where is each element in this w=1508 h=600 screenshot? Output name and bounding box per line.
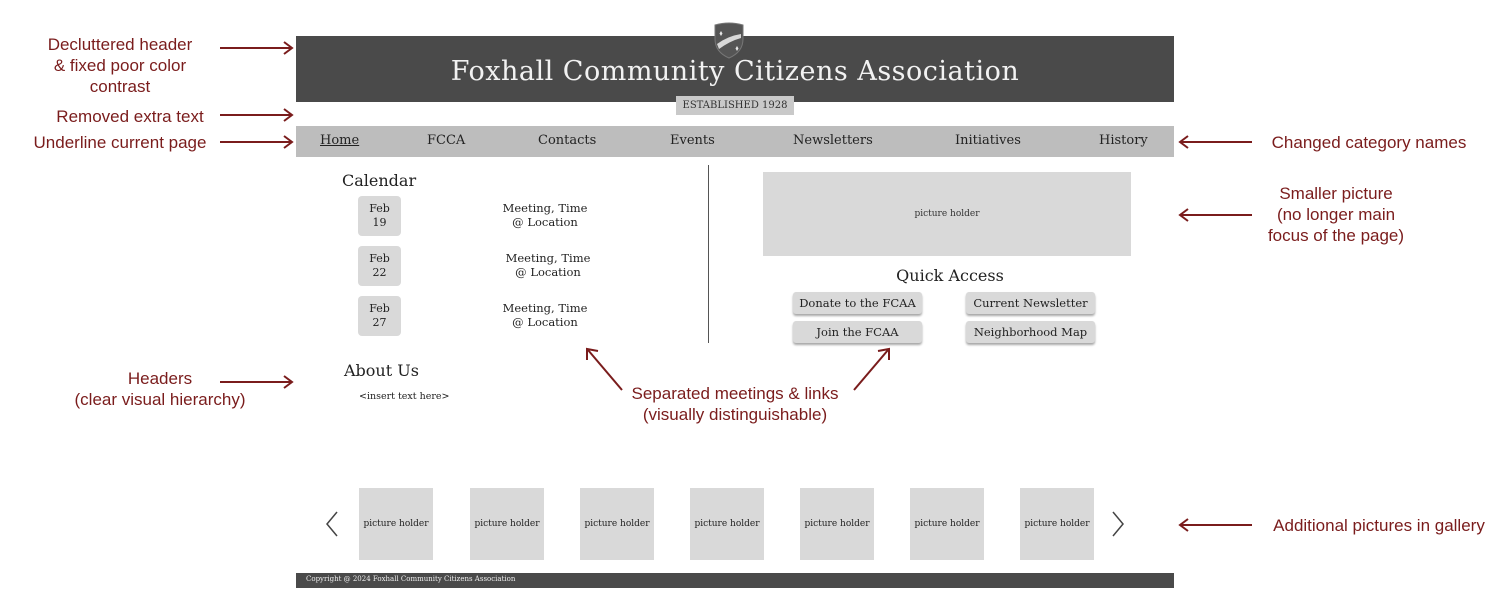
arrow-up-right-icon xyxy=(853,347,890,391)
site-footer: Copyright @ 2024 Foxhall Community Citiz… xyxy=(296,573,1174,588)
arrow-right-icon xyxy=(220,375,294,389)
annotation-smaller-line1: Smaller picture xyxy=(1279,184,1393,203)
nav-newsletters[interactable]: Newsletters xyxy=(793,133,873,148)
annotation-separated: Separated meetings & links (visually dis… xyxy=(600,383,870,425)
arrow-right-icon xyxy=(220,108,294,122)
arrow-right-icon xyxy=(220,135,294,149)
annotation-headers: Headers (clear visual hierarchy) xyxy=(60,368,260,410)
current-newsletter-button[interactable]: Current Newsletter xyxy=(966,292,1095,314)
nav-contacts[interactable]: Contacts xyxy=(538,133,597,148)
gallery-picture-placeholder[interactable]: picture holder xyxy=(800,488,874,560)
date-day: 27 xyxy=(372,316,387,329)
about-text: <insert text here> xyxy=(359,391,450,402)
column-divider xyxy=(708,165,709,343)
annotation-gallery: Additional pictures in gallery xyxy=(1273,516,1485,535)
shield-crest-icon xyxy=(714,22,744,59)
calendar-heading: Calendar xyxy=(342,171,417,190)
about-heading: About Us xyxy=(344,361,419,380)
gallery-picture-placeholder[interactable]: picture holder xyxy=(359,488,433,560)
date-badge: Feb 22 xyxy=(358,246,401,286)
annotation-smaller-line2: (no longer main xyxy=(1276,205,1396,224)
donate-button[interactable]: Donate to the FCAA xyxy=(793,292,922,314)
arrow-right-icon xyxy=(220,41,294,55)
quick-access-heading: Quick Access xyxy=(896,266,1004,285)
date-day: 22 xyxy=(372,266,387,279)
meeting-entry[interactable]: Meeting, Time @ Location xyxy=(480,301,610,329)
annotation-category: Changed category names xyxy=(1271,133,1467,152)
gallery-picture-placeholder[interactable]: picture holder xyxy=(910,488,984,560)
annotation-header-line2: & fixed poor color contrast xyxy=(53,56,187,96)
arrow-left-icon xyxy=(1178,135,1252,149)
arrow-left-icon xyxy=(1178,518,1252,532)
meeting-time: Meeting, Time xyxy=(502,301,588,315)
date-month: Feb xyxy=(369,252,390,265)
annotation-header: Decluttered header & fixed poor color co… xyxy=(30,34,210,97)
date-day: 19 xyxy=(372,216,387,229)
meeting-entry[interactable]: Meeting, Time @ Location xyxy=(480,201,610,229)
annotation-smaller-line3: focus of the page) xyxy=(1267,226,1405,245)
gallery-picture-placeholder[interactable]: picture holder xyxy=(1020,488,1094,560)
chevron-left-icon[interactable] xyxy=(324,510,340,538)
annotation-headers-line2: (clear visual hierarchy) xyxy=(74,390,246,409)
neighborhood-map-button[interactable]: Neighborhood Map xyxy=(966,321,1095,343)
meeting-entry[interactable]: Meeting, Time @ Location xyxy=(483,251,613,279)
meeting-time: Meeting, Time xyxy=(505,251,591,265)
gallery-picture-placeholder[interactable]: picture holder xyxy=(690,488,764,560)
date-badge: Feb 19 xyxy=(358,196,401,236)
annotation-separated-line1: Separated meetings & links xyxy=(631,384,839,403)
meeting-location: @ Location xyxy=(512,315,578,329)
annotation-underline: Underline current page xyxy=(33,133,207,152)
annotation-separated-line2: (visually distinguishable) xyxy=(642,405,828,424)
copyright-text: Copyright @ 2024 Foxhall Community Citiz… xyxy=(306,575,516,583)
annotation-smaller: Smaller picture (no longer main focus of… xyxy=(1248,183,1424,246)
site-title: Foxhall Community Citizens Association xyxy=(450,56,1020,87)
main-nav: Home FCCA Contacts Events Newsletters In… xyxy=(296,126,1174,157)
meeting-time: Meeting, Time xyxy=(502,201,588,215)
annotation-removed-text: Removed extra text xyxy=(56,107,204,126)
hero-picture-placeholder: picture holder xyxy=(763,172,1131,256)
nav-history[interactable]: History xyxy=(1099,133,1148,148)
nav-initiatives[interactable]: Initiatives xyxy=(955,133,1021,148)
annotation-headers-line1: Headers xyxy=(127,369,193,388)
date-month: Feb xyxy=(369,202,390,215)
join-button[interactable]: Join the FCAA xyxy=(793,321,922,343)
date-badge: Feb 27 xyxy=(358,296,401,336)
annotation-header-line1: Decluttered header xyxy=(47,35,193,54)
nav-fcca[interactable]: FCCA xyxy=(427,133,466,148)
gallery-picture-placeholder[interactable]: picture holder xyxy=(470,488,544,560)
nav-home[interactable]: Home xyxy=(320,133,360,148)
date-month: Feb xyxy=(369,302,390,315)
established-badge: ESTABLISHED 1928 xyxy=(676,96,794,115)
meeting-location: @ Location xyxy=(515,265,581,279)
gallery-picture-placeholder[interactable]: picture holder xyxy=(580,488,654,560)
arrow-left-icon xyxy=(1178,208,1252,222)
nav-events[interactable]: Events xyxy=(670,133,715,148)
meeting-location: @ Location xyxy=(512,215,578,229)
arrow-up-left-icon xyxy=(586,347,623,391)
chevron-right-icon[interactable] xyxy=(1110,510,1126,538)
